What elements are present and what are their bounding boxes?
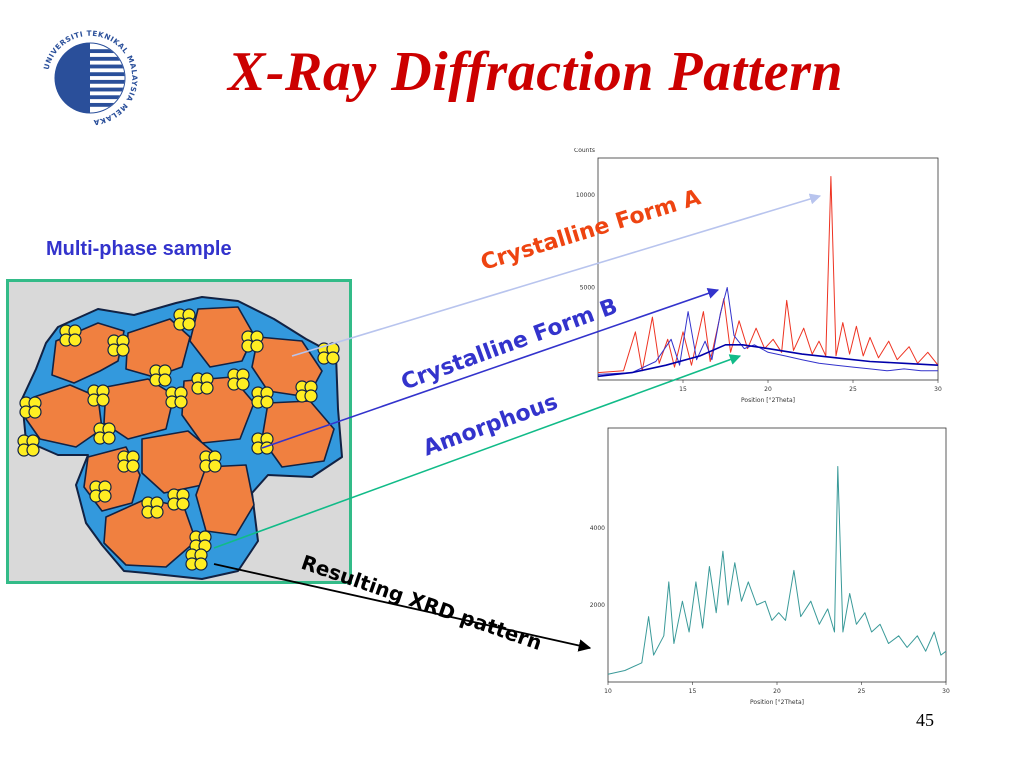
university-logo: UNIVERSITI TEKNIKAL MALAYSIA MELAKA bbox=[42, 30, 138, 126]
page-number: 45 bbox=[916, 710, 934, 730]
y-axis-label: Counts bbox=[574, 148, 595, 154]
particle bbox=[17, 434, 40, 457]
x-tick-label: 25 bbox=[858, 688, 866, 695]
particle bbox=[191, 372, 214, 395]
particle bbox=[173, 308, 196, 331]
slide-title: X-Ray Diffraction Pattern bbox=[228, 41, 844, 103]
particle bbox=[251, 432, 274, 455]
particle bbox=[227, 368, 250, 391]
particle bbox=[141, 496, 164, 519]
particle bbox=[117, 450, 140, 473]
particle bbox=[185, 548, 208, 571]
x-axis-label: Position [°2Theta] bbox=[741, 397, 795, 404]
particle bbox=[107, 334, 130, 357]
particle bbox=[93, 422, 116, 445]
particle bbox=[199, 450, 222, 473]
x-tick-label: 15 bbox=[679, 386, 687, 393]
series-line-1 bbox=[607, 466, 947, 675]
sample-label: Multi-phase sample bbox=[46, 238, 232, 260]
label-amorphous: Amorphous bbox=[420, 389, 562, 462]
y-tick-label: 10000 bbox=[576, 192, 595, 199]
particle bbox=[167, 488, 190, 511]
particle bbox=[317, 342, 340, 365]
x-tick-label: 30 bbox=[934, 386, 942, 393]
particle bbox=[87, 384, 110, 407]
x-tick-label: 30 bbox=[942, 688, 950, 695]
particle bbox=[89, 480, 112, 503]
particle bbox=[295, 380, 318, 403]
x-tick-label: 20 bbox=[764, 386, 772, 393]
xrd-chart-component-forms: Counts Position [°2Theta] 15 20 25 30 10000 500… bbox=[556, 148, 942, 410]
x-tick-label: 10 bbox=[604, 688, 612, 695]
x-tick-label: 15 bbox=[689, 688, 697, 695]
particle bbox=[165, 386, 188, 409]
y-tick-label: 2000 bbox=[590, 602, 605, 609]
multi-phase-sample-illustration bbox=[6, 279, 352, 584]
label-resulting-xrd-pattern: Resulting XRD pattern bbox=[298, 550, 546, 656]
plot-frame bbox=[607, 427, 947, 683]
y-tick-label: 4000 bbox=[590, 525, 605, 532]
particle bbox=[19, 396, 42, 419]
particle bbox=[59, 324, 82, 347]
grain bbox=[25, 384, 103, 448]
x-axis-label: Position [°2Theta] bbox=[750, 699, 804, 706]
grain bbox=[103, 378, 175, 440]
grain bbox=[125, 318, 191, 378]
particle bbox=[241, 330, 264, 353]
particle bbox=[149, 364, 172, 387]
plot-frame bbox=[597, 157, 939, 381]
series-line-3 bbox=[597, 344, 939, 378]
x-tick-label: 20 bbox=[773, 688, 781, 695]
x-tick-label: 25 bbox=[849, 386, 857, 393]
particle bbox=[251, 386, 274, 409]
y-tick-label: 5000 bbox=[580, 285, 595, 292]
series-line-2 bbox=[597, 287, 938, 375]
